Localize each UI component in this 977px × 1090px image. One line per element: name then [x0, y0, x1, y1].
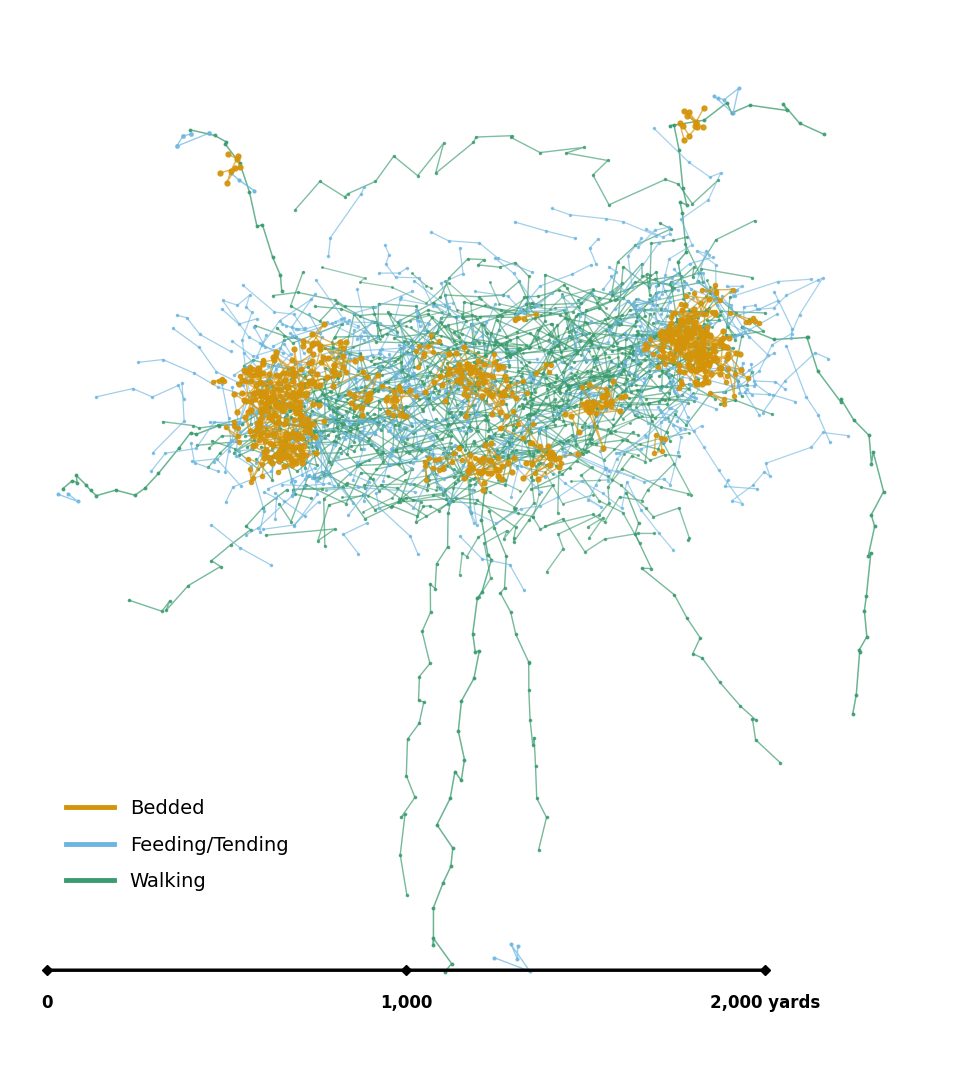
Text: 1,000: 1,000 [379, 994, 432, 1012]
Text: 0: 0 [41, 994, 53, 1012]
Text: Movement Behavior of Buck #273: Movement Behavior of Buck #273 [198, 20, 779, 48]
Text: 2,000 yards: 2,000 yards [709, 994, 820, 1012]
Legend: Bedded, Feeding/Tending, Walking: Bedded, Feeding/Tending, Walking [58, 791, 296, 899]
